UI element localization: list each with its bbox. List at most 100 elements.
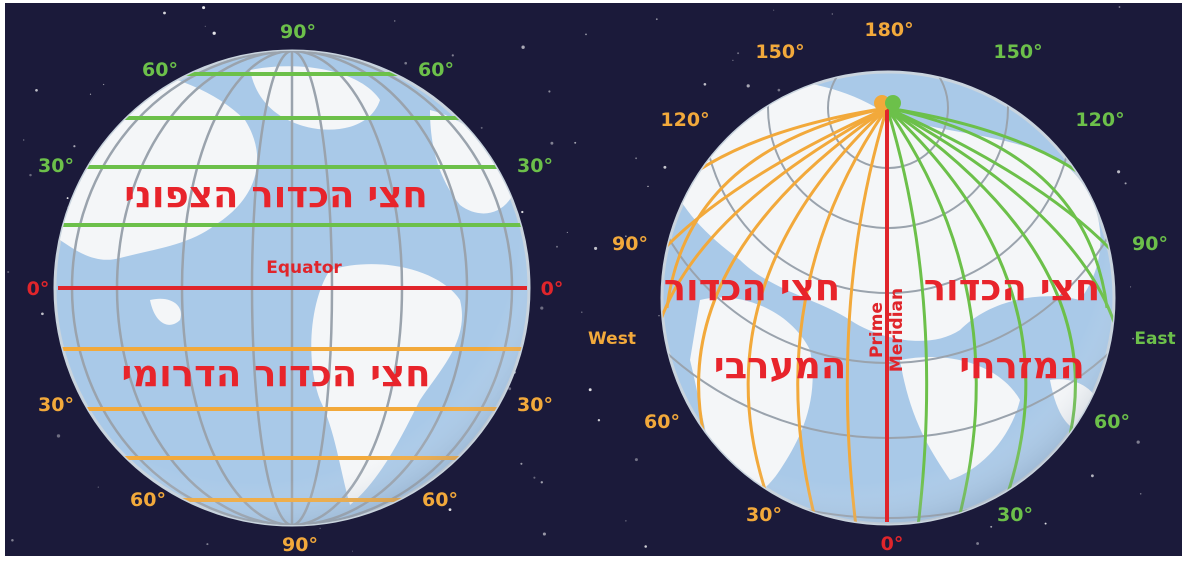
star (521, 45, 525, 49)
star (556, 245, 558, 248)
label-30-south-right: 30° (517, 394, 553, 416)
star (404, 61, 408, 65)
star (566, 231, 568, 233)
star (204, 25, 206, 27)
star (448, 508, 452, 511)
east-hemisphere-text-2: המזרחי (959, 344, 1085, 387)
star (1044, 522, 1047, 525)
star (634, 458, 638, 462)
east-hemisphere-text-1: חצי הכדור (924, 266, 1100, 309)
star (73, 145, 76, 148)
east-label: East (1134, 329, 1175, 349)
star (588, 388, 592, 392)
label-150-east: 150° (993, 41, 1042, 63)
star (625, 520, 627, 522)
north-pole-east-marker (885, 95, 901, 111)
star (644, 545, 647, 548)
label-60-south-right: 60° (422, 489, 458, 511)
label-90-bottom: 90° (282, 534, 318, 556)
label-120-west: 120° (660, 109, 709, 131)
star (976, 542, 980, 545)
star (451, 54, 454, 57)
label-90-top: 90° (280, 21, 316, 43)
star (585, 33, 587, 36)
label-180: 180° (864, 19, 913, 41)
west-hemisphere-text-1: חצי הכדור (664, 266, 840, 309)
star (1130, 286, 1132, 288)
star (635, 157, 638, 160)
star (35, 88, 38, 92)
star (1132, 337, 1134, 340)
star (1139, 493, 1142, 495)
star (520, 462, 523, 465)
north-hemisphere-text: חצי הכדור הצפוני (124, 173, 428, 216)
right-globe: Prime Meridian חצי הכדור המערבי חצי הכדו… (588, 19, 1176, 555)
star (594, 246, 598, 250)
label-30-north-right: 30° (517, 155, 553, 177)
star (658, 315, 660, 317)
star (746, 84, 750, 88)
west-hemisphere-text-2: המערבי (714, 344, 847, 387)
label-0-right: 0° (541, 278, 564, 300)
star (163, 11, 166, 15)
label-60-north-right: 60° (418, 59, 454, 81)
star (1091, 474, 1094, 478)
star (41, 312, 44, 316)
star (97, 486, 99, 488)
label-30-south-left: 30° (38, 394, 74, 416)
star (508, 387, 512, 391)
star (533, 476, 536, 479)
label-60-east: 60° (1094, 411, 1130, 433)
star (212, 31, 216, 35)
star (737, 52, 740, 55)
label-90-west: 90° (612, 233, 648, 255)
star (703, 82, 707, 86)
left-globe: Equator חצי הכדור הצפוני חצי הכדור הדרומ… (27, 21, 564, 556)
star (655, 18, 658, 21)
label-0-bottom: 0° (881, 533, 904, 555)
star (574, 141, 577, 144)
star (1124, 182, 1127, 185)
meridian-label: Meridian (887, 288, 907, 372)
star (394, 20, 396, 22)
label-150-west: 150° (755, 41, 804, 63)
star (480, 126, 483, 129)
star (776, 46, 779, 49)
star (89, 93, 92, 95)
star (732, 59, 734, 61)
star (625, 235, 627, 237)
star (540, 481, 543, 484)
label-60-south-left: 60° (130, 489, 166, 511)
star (540, 306, 544, 310)
star (1117, 170, 1121, 174)
star (102, 83, 105, 86)
label-90-east: 90° (1132, 233, 1168, 255)
south-hemisphere-text: חצי הכדור הדרומי (121, 352, 430, 395)
star (663, 165, 667, 169)
star (773, 9, 775, 11)
label-60-north-left: 60° (142, 59, 178, 81)
star (548, 90, 551, 93)
star (535, 408, 538, 411)
west-label: West (588, 329, 636, 349)
label-30-north-left: 30° (38, 155, 74, 177)
star (1118, 6, 1121, 8)
star (202, 6, 206, 10)
star (56, 434, 61, 438)
label-30-east: 30° (997, 504, 1033, 526)
star (7, 270, 10, 274)
label-120-east: 120° (1075, 109, 1124, 131)
star (521, 210, 524, 214)
label-60-west: 60° (644, 411, 680, 433)
star (319, 527, 321, 529)
star (206, 543, 209, 546)
star (1136, 440, 1140, 444)
star (647, 185, 649, 188)
star (831, 13, 833, 15)
star (542, 532, 546, 536)
north-pole-west-marker (874, 95, 890, 111)
prime-label: Prime (867, 302, 887, 358)
star (550, 141, 554, 145)
star (597, 419, 601, 422)
